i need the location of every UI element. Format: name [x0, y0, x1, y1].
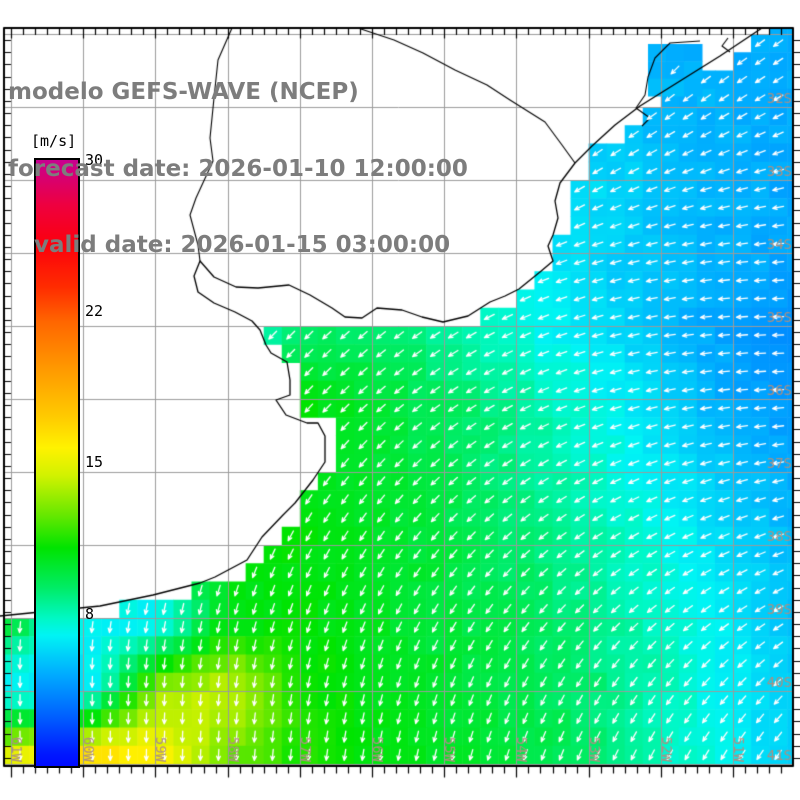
- forecast-date-line: forecast date: 2026-01-10 12:00:00: [8, 155, 468, 182]
- colorbar-tick-22: 22: [85, 302, 104, 320]
- colorbar-tick-15: 15: [85, 453, 104, 471]
- colorbar-tick-30: 30: [85, 151, 104, 169]
- model-title: modelo GEFS-WAVE (NCEP): [8, 79, 359, 105]
- plot-title-block: modelo GEFS-WAVE (NCEP) forecast date: 2…: [8, 29, 468, 310]
- valid-date-line: valid date: 2026-01-15 03:00:00: [34, 232, 451, 258]
- colorbar-tick-8: 8: [85, 605, 95, 623]
- colorbar: [34, 158, 80, 768]
- colorbar-unit-label: [m/s]: [31, 132, 77, 150]
